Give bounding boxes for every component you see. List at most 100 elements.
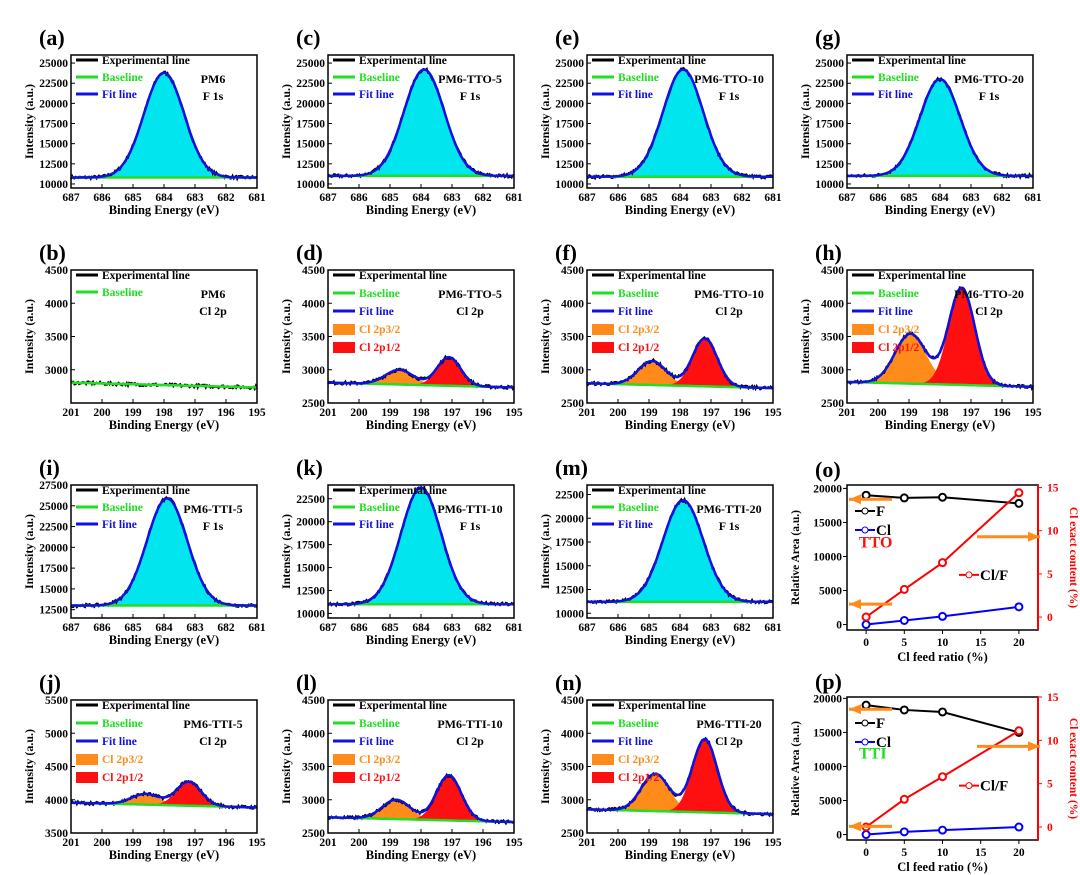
data-point — [899, 615, 909, 625]
y-tick-label: 20000 — [555, 98, 584, 110]
x-tick-label: 684 — [412, 622, 430, 634]
y-tick-label: 10000 — [296, 179, 325, 191]
series-line-cl-f — [865, 729, 1020, 828]
x-axis-title: Binding Energy (eV) — [885, 418, 995, 432]
legend-swatch — [592, 342, 614, 353]
xps-panel-j: 201 200 199 198 197 196 195 3500 4000 4500 5000 550… — [22, 670, 266, 862]
x-tick-label: 684 — [155, 192, 173, 204]
sample-label: PM6-TTO-10 — [694, 72, 764, 86]
peak-area-1 — [328, 799, 514, 823]
x-tick-label: 687 — [62, 192, 80, 204]
xps-panel-i: 687 686 685 684 683 682 681 12500 15000 17500 2000… — [22, 455, 266, 647]
panel-label: (n) — [555, 670, 582, 695]
panel-label: (i) — [39, 455, 60, 480]
legend-label: Fit line — [102, 736, 137, 748]
y-tick-label: 22500 — [39, 522, 68, 534]
x-tick-label: 198 — [412, 837, 430, 849]
x-tick-label: 682 — [993, 192, 1011, 204]
y-tick-label: 2500 — [302, 828, 325, 840]
x-axis-title: Binding Energy (eV) — [625, 418, 735, 432]
x-tick-label: 197 — [962, 407, 980, 419]
sample-label: PM6-TTI-10 — [437, 502, 502, 516]
y2-tick-label: 15 — [1047, 692, 1059, 704]
data-point — [938, 772, 947, 782]
x-tick-label: 200 — [609, 407, 627, 419]
legend-label: Experimental line — [878, 55, 966, 67]
x-axis-title: Cl feed ratio (%) — [897, 860, 988, 874]
x-tick-label: 196 — [733, 837, 751, 849]
y-axis-title: Relative Area (a.u.) — [790, 721, 802, 816]
panel-label: (l) — [296, 670, 317, 695]
y-tick-label: 4000 — [561, 298, 584, 310]
x-tick-label: 685 — [640, 192, 658, 204]
x-tick-label: 200 — [93, 837, 111, 849]
x-tick-label: 196 — [217, 407, 235, 419]
legend-label: Cl 2p3/2 — [359, 754, 400, 766]
y2-tick-label: 0 — [1047, 822, 1053, 834]
x-tick-label: 683 — [443, 192, 461, 204]
fit-line — [587, 68, 773, 178]
y2-axis-title: Cl exact content (%) — [1067, 718, 1079, 819]
data-point — [938, 707, 947, 717]
legend-label: Experimental line — [359, 485, 447, 497]
x-tick-label: 686 — [93, 192, 111, 204]
y-tick-label: 2500 — [561, 828, 584, 840]
panel-label: (j) — [39, 670, 61, 695]
y-tick-label: 2500 — [561, 398, 584, 410]
x-tick-label: 201 — [838, 407, 856, 419]
panel-label: (a) — [39, 25, 65, 50]
legend-label: Baseline — [618, 72, 659, 84]
legend-label: Experimental line — [618, 485, 706, 497]
x-tick-label: 687 — [62, 622, 80, 634]
y-tick-label: 25000 — [39, 58, 68, 70]
legend-label: Fit line — [359, 89, 394, 101]
y2-tick-label: 5 — [1047, 779, 1053, 791]
panel-label: (b) — [39, 240, 66, 265]
legend-label: Experimental line — [618, 700, 706, 712]
legend-label: Baseline — [618, 502, 659, 514]
x-tick-label: 196 — [993, 407, 1011, 419]
baseline-line — [71, 381, 257, 389]
x-tick-label: 195 — [248, 407, 266, 419]
y-tick-label: 3500 — [821, 332, 844, 344]
sample-label: PM6-TTO-20 — [954, 72, 1024, 86]
panel-label: (h) — [815, 240, 842, 265]
fit-line — [328, 68, 514, 178]
legend-label: Cl 2p1/2 — [102, 772, 143, 784]
legend-label: Cl — [876, 735, 891, 751]
y-tick-label: 17500 — [815, 119, 844, 131]
x-tick-label: 681 — [764, 192, 782, 204]
x-tick-label: 201 — [319, 407, 337, 419]
x-tick-label: 687 — [319, 192, 337, 204]
fit-line — [71, 780, 258, 809]
x-tick-label: 197 — [186, 837, 204, 849]
peak-area-2 — [71, 781, 257, 808]
peak-area-1 — [587, 773, 773, 815]
xps-panel-m: 687 686 685 684 683 682 681 10000 12500 15000 1750… — [538, 455, 782, 647]
y-tick-label: 25000 — [296, 58, 325, 70]
data-point — [899, 584, 909, 594]
x-tick-label: 682 — [217, 622, 235, 634]
data-point — [861, 830, 871, 840]
legend-marker — [965, 782, 973, 790]
peak-area-1 — [71, 72, 257, 178]
x-tick-label: 196 — [474, 837, 492, 849]
peak-area-2 — [847, 287, 1033, 387]
sample-label: PM6-TTI-20 — [696, 502, 761, 516]
xps-panel-a: 687 686 685 684 683 682 681 10000 12500 15000 1750… — [22, 25, 266, 217]
y-tick-label: 10000 — [815, 179, 844, 191]
data-point — [899, 827, 909, 837]
legend-marker — [965, 571, 973, 579]
x-tick-label: 685 — [124, 622, 142, 634]
peak-area-1 — [587, 361, 773, 389]
x-tick-label: 199 — [900, 407, 918, 419]
peak-area-1 — [328, 487, 514, 605]
legend-label: Baseline — [359, 288, 400, 300]
x-tick-label: 195 — [764, 837, 782, 849]
legend-swatch — [592, 324, 614, 335]
fit-line — [328, 486, 514, 606]
legend-swatch — [76, 772, 98, 783]
series-tag: TTI — [859, 745, 887, 762]
legend-label: Baseline — [359, 502, 400, 514]
